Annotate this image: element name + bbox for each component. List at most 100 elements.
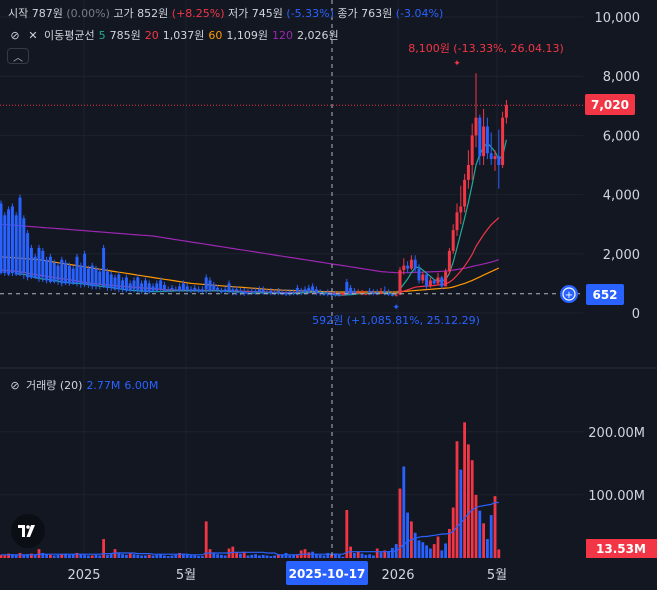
ma-legend[interactable]: ⊘ ✕ 이동평균선 5 785원 20 1,037원 60 1,109원 120… [8,27,338,43]
volume-ma-line [1,501,499,556]
volume-bar [311,551,314,558]
candle-body [189,289,193,291]
volume-bar [136,554,140,558]
candle-body [223,289,227,292]
volume-bar [197,556,200,558]
candle-body [208,280,212,291]
open-change: (0.00%) [66,7,110,20]
candle-body [257,289,261,293]
volume-bar [11,554,14,558]
volume-bar [22,554,26,558]
candle-body [162,284,166,291]
candle-body [493,156,497,160]
volume-bar [147,554,151,558]
crosshair-price-badge-bg [586,284,624,305]
candle-body [41,250,45,278]
candle-body [383,290,387,293]
add-alert-icon-ring [562,287,576,301]
collapse-legend-button[interactable]: ︿ [7,48,29,64]
high-change: (+8.25%) [171,7,225,20]
candlesticks [0,73,508,297]
volume-bar [318,554,322,558]
candle-body [170,287,174,290]
candle-body [501,117,505,165]
hide-indicator-icon[interactable]: ⊘ [10,28,20,42]
candle-body [109,274,113,288]
add-alert-icon-plus: + [565,290,573,301]
open-label: 시작 [8,7,29,20]
volume-bar [436,536,440,558]
candle-body [246,292,250,294]
axis-badges: 7,020 652 + 13.53M 2025-10-17 [286,94,657,585]
volume-tick-label: 100.00M [588,489,645,504]
ma60-value: 1,109원 [226,29,268,42]
volume-bar [235,552,238,558]
volume-axis[interactable]: 200.00M 100.00M [588,426,645,504]
candle-body [200,289,204,292]
candle-body [432,280,436,284]
volume-bar [182,554,185,558]
close-change: (-3.04%) [395,7,444,20]
volume-bar [425,545,428,558]
volume-legend[interactable]: ⊘ 거래량 (20) 2.77M 6.00M [8,377,158,393]
candle-body [193,287,197,291]
volume-bar [493,496,497,558]
candle-body [451,230,455,251]
candle-body [375,292,379,294]
volume-bar [330,554,333,558]
volume-bar [0,554,3,558]
volume-bar [379,552,383,558]
volume-bar [49,554,52,558]
volume-bar [341,556,345,558]
volume-bar [98,555,102,558]
volume-bar [41,552,45,558]
candle-body [387,293,391,295]
volume-legend-title: 거래량 (20) [26,379,83,392]
candle-body [402,265,406,271]
close-icon[interactable]: ✕ [28,28,38,42]
candle-body [90,265,94,287]
chevron-up-icon: ︿ [13,52,23,64]
volume-bar [193,555,197,558]
volume-bar [144,555,147,558]
candle-body [216,287,220,291]
candle-body [174,289,178,291]
candle-body [333,293,337,296]
candle-body [117,274,121,290]
candle-body [504,105,508,118]
hide-indicator-icon[interactable]: ⊘ [10,378,20,392]
candle-body [45,259,49,281]
volume-bar [413,532,417,558]
volume-bar [467,444,470,558]
volume-bar [117,552,121,558]
volume-bar [159,554,162,558]
candle-body [166,289,170,291]
volume-bar [37,549,41,558]
candle-body [197,289,201,291]
candle-body [235,289,239,291]
volume-bar [326,552,330,558]
price-axis[interactable]: 10,000 8,000 6,000 4,000 2,000 0 [595,11,641,322]
ma5-line [16,139,507,296]
tradingview-logo-icon[interactable] [11,514,45,548]
volume-bar [90,555,94,558]
close-value: 763원 [361,7,393,20]
candle-body [147,283,151,293]
volume-bar [3,555,7,558]
candle-body [250,290,254,293]
candle-body [447,250,451,272]
volume-bar [64,553,67,558]
candle-body [7,209,11,275]
candle-body [14,215,18,275]
candle-body [98,271,102,285]
volume-bar [30,553,33,558]
volume-bar [189,555,193,558]
volume-bar [315,554,318,558]
candle-body [132,280,136,290]
ma60-period: 60 [208,28,223,42]
volume-bar [387,551,390,558]
time-axis[interactable]: 2025 5월 2026 5월 [67,568,507,583]
candle-body [326,292,330,295]
volume-bar [33,554,37,558]
